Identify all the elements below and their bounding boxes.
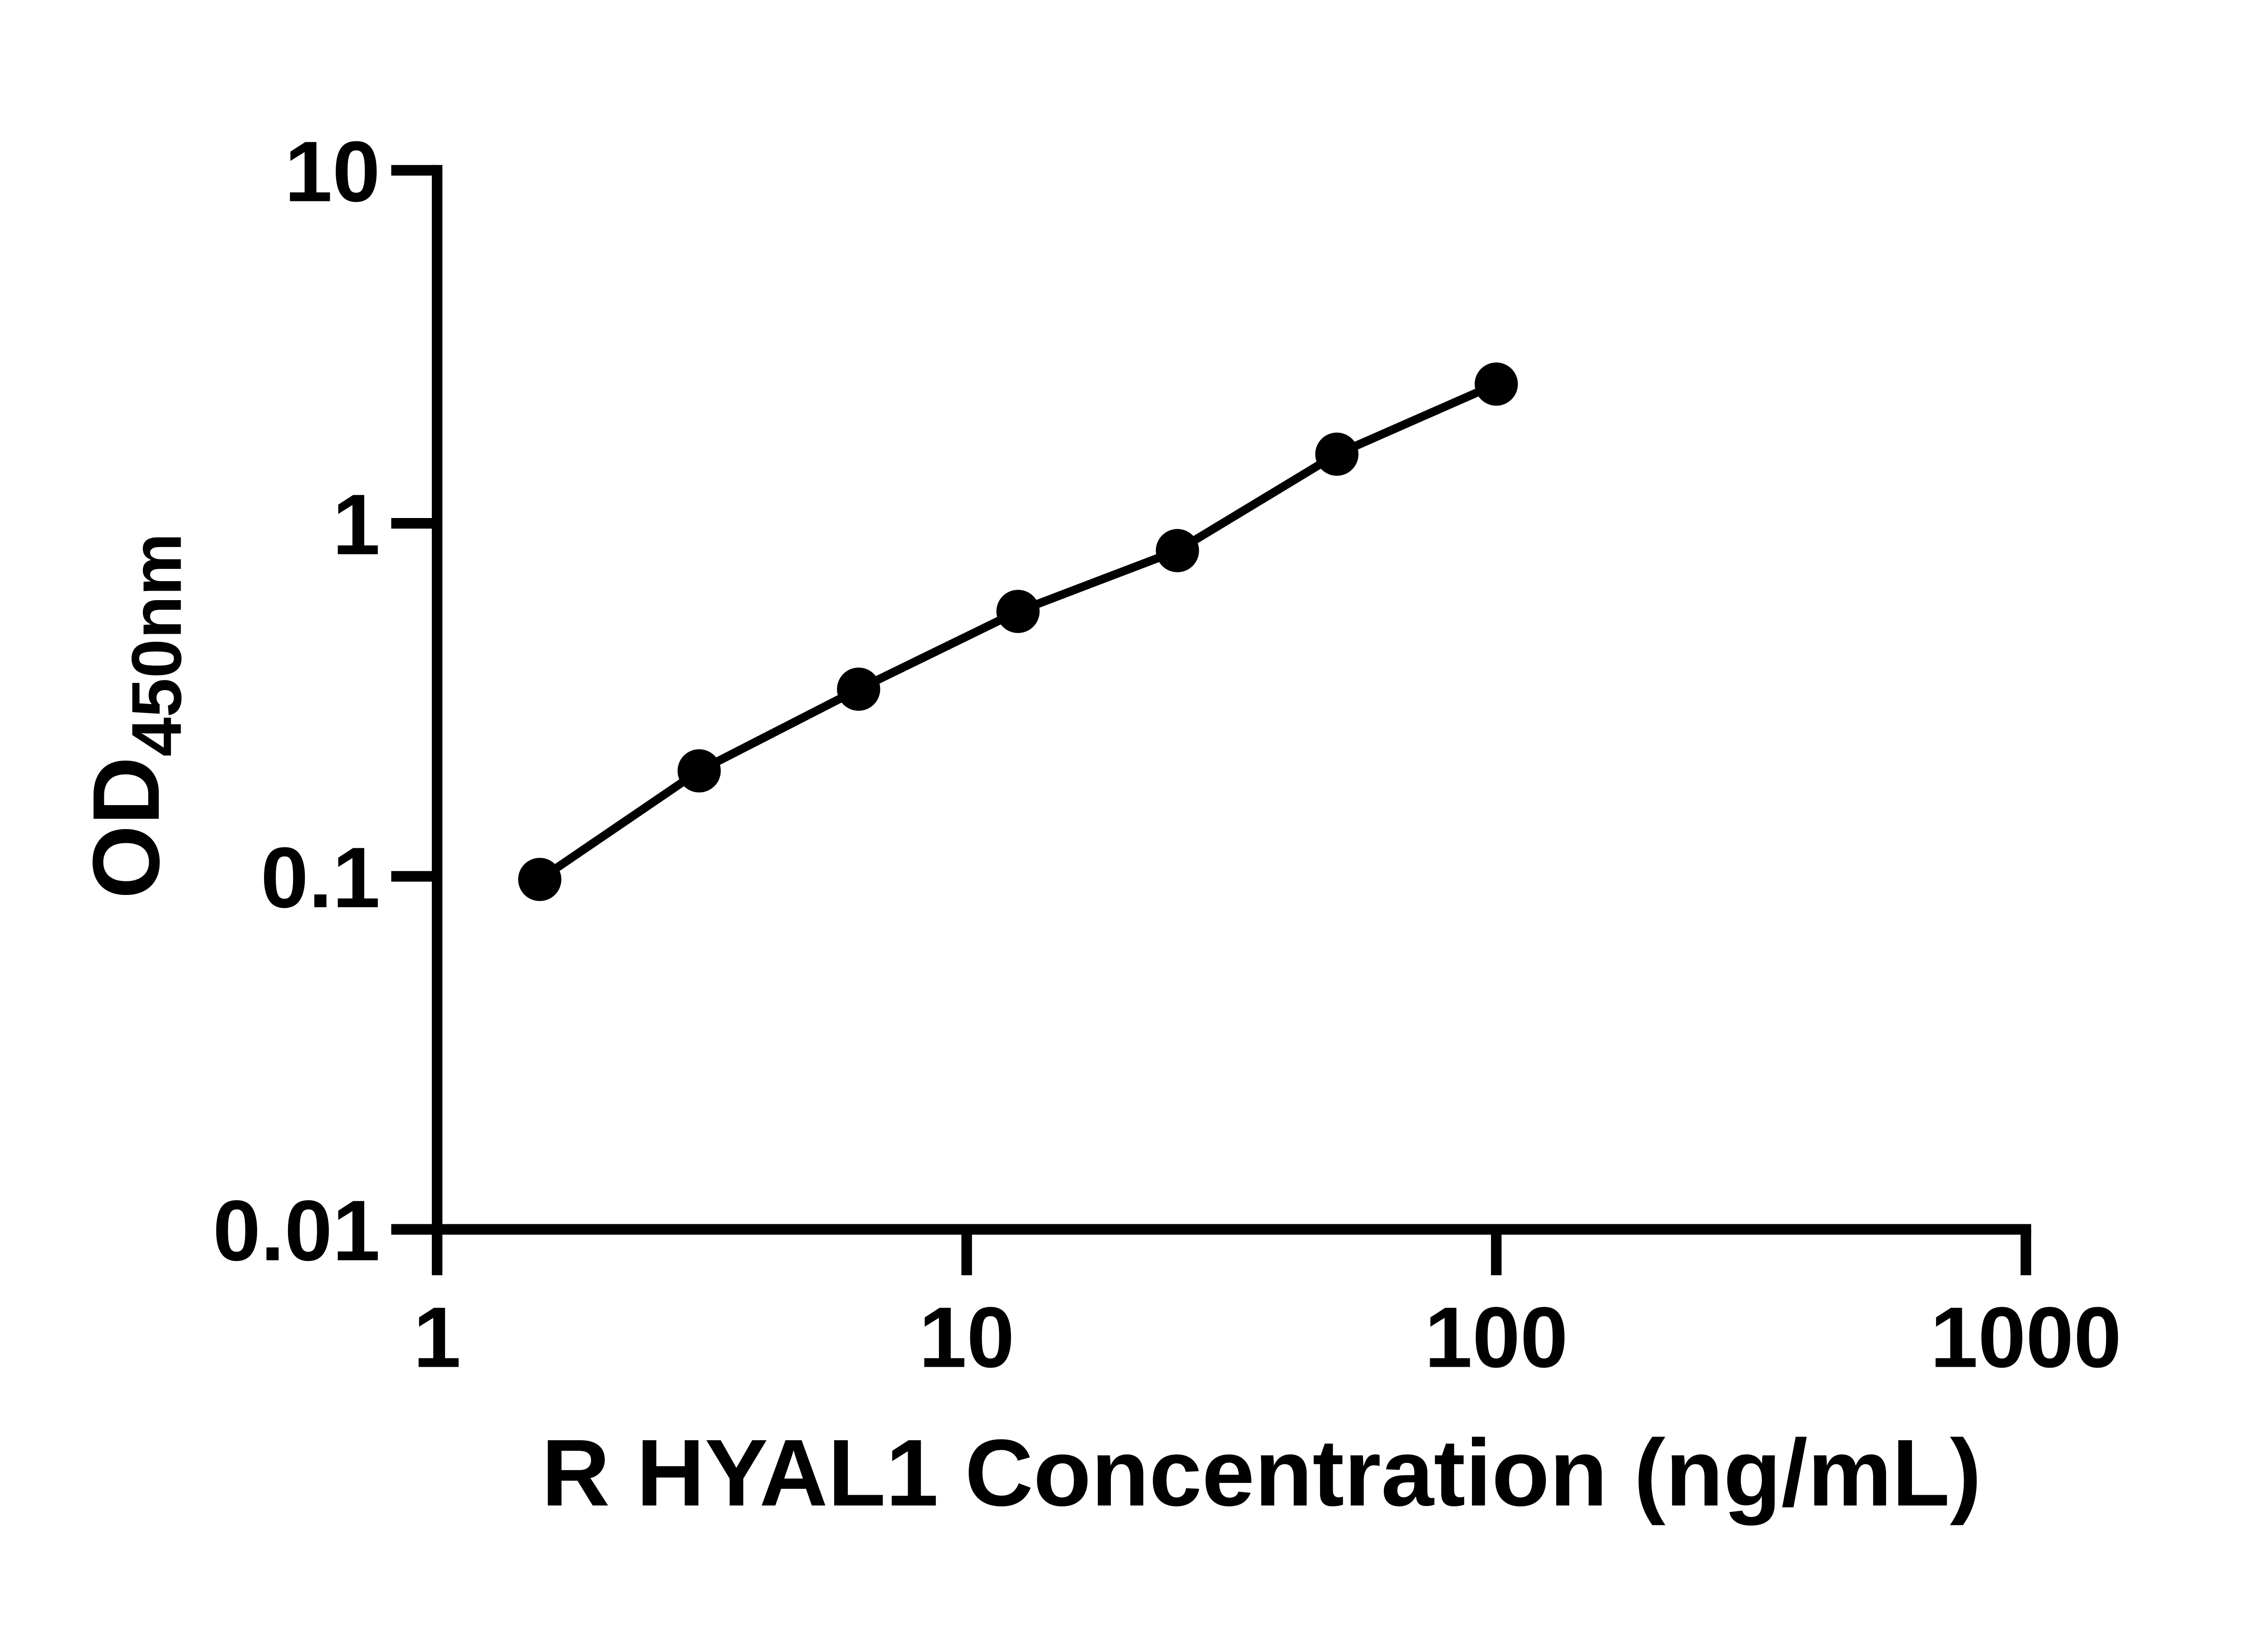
y-tick-label: 10 <box>284 124 380 220</box>
data-point <box>1156 529 1199 572</box>
y-tick-label: 0.1 <box>261 830 381 926</box>
y-axis-title: OD450nm <box>73 533 196 899</box>
y-tick-label: 1 <box>332 477 380 573</box>
x-axis-title: R HYAL1 Concentration (ng/mL) <box>542 1420 1982 1526</box>
data-point <box>996 590 1040 633</box>
y-axis-title-main: OD <box>73 757 179 899</box>
data-point <box>837 667 880 711</box>
y-tick-label: 0.01 <box>213 1183 380 1279</box>
x-tick-label: 1 <box>413 1290 461 1386</box>
y-axis-title-subscript: 450nm <box>117 533 196 757</box>
plot-area: 0.01 0.1 1 10 1 10 100 1000 <box>213 124 2121 1386</box>
x-tick-label: 1000 <box>1930 1290 2121 1386</box>
data-point <box>518 858 562 901</box>
data-point <box>1315 432 1359 476</box>
x-tick-label: 100 <box>1424 1290 1568 1386</box>
x-tick-label: 10 <box>919 1290 1015 1386</box>
data-point <box>1475 362 1518 406</box>
data-point <box>677 749 721 792</box>
